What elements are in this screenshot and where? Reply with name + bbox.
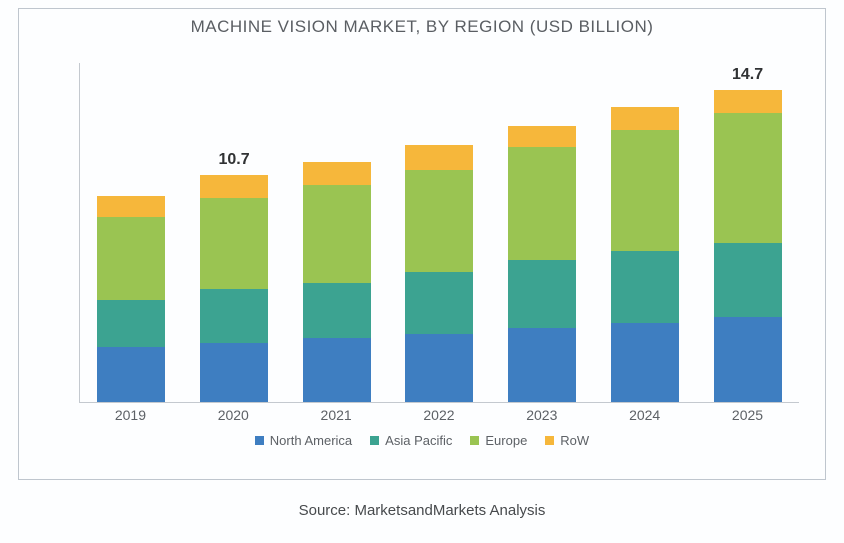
x-axis-label: 2019 — [96, 407, 164, 423]
bar-stack — [303, 162, 371, 402]
legend-item: Asia Pacific — [370, 433, 452, 448]
legend-swatch — [255, 436, 264, 445]
bar-segment — [611, 130, 679, 251]
x-axis-label: 2023 — [508, 407, 576, 423]
bar-segment — [303, 283, 371, 338]
x-axis-label: 2021 — [302, 407, 370, 423]
legend-label: RoW — [560, 433, 589, 448]
bar-column — [303, 63, 371, 402]
bars-row: 10.7 14.7 — [80, 63, 799, 402]
legend-swatch — [370, 436, 379, 445]
bar-stack — [97, 196, 165, 402]
bar-column — [405, 63, 473, 402]
bar-stack — [200, 175, 268, 402]
bar-segment — [303, 185, 371, 283]
bar-stack — [405, 145, 473, 402]
bar-segment — [714, 90, 782, 113]
legend-item: RoW — [545, 433, 589, 448]
bar-segment — [508, 147, 576, 260]
bar-segment — [97, 196, 165, 217]
bar-segment — [508, 328, 576, 402]
bar-segment — [200, 343, 268, 403]
legend-label: North America — [270, 433, 352, 448]
bar-column — [611, 63, 679, 402]
bar-total-label: 10.7 — [218, 151, 249, 169]
bar-segment — [405, 334, 473, 402]
bar-segment — [200, 198, 268, 289]
bar-stack — [714, 90, 782, 402]
bar-total-label: 14.7 — [732, 66, 763, 84]
bar-segment — [200, 289, 268, 342]
bar-segment — [611, 107, 679, 130]
legend-item: Europe — [470, 433, 527, 448]
bar-segment — [97, 347, 165, 402]
legend-swatch — [470, 436, 479, 445]
x-axis-label: 2025 — [713, 407, 781, 423]
bar-column: 14.7 — [714, 63, 782, 402]
legend-label: Europe — [485, 433, 527, 448]
bar-segment — [97, 217, 165, 300]
bar-column: 10.7 — [200, 63, 268, 402]
bar-segment — [611, 323, 679, 402]
bar-segment — [714, 113, 782, 243]
bar-segment — [714, 317, 782, 402]
bar-segment — [200, 175, 268, 198]
x-axis-labels: 2019 2020 2021 2022 2023 2024 2025 — [79, 407, 799, 423]
bar-segment — [303, 162, 371, 185]
bar-segment — [611, 251, 679, 323]
bar-column — [508, 63, 576, 402]
chart-frame: MACHINE VISION MARKET, BY REGION (USD BI… — [18, 8, 826, 480]
bar-segment — [97, 300, 165, 347]
x-axis-label: 2022 — [405, 407, 473, 423]
bar-segment — [405, 170, 473, 272]
legend-item: North America — [255, 433, 352, 448]
legend-swatch — [545, 436, 554, 445]
bar-segment — [405, 272, 473, 334]
bar-segment — [508, 126, 576, 147]
legend-label: Asia Pacific — [385, 433, 452, 448]
x-axis-label: 2020 — [199, 407, 267, 423]
plot-area: 10.7 14.7 — [79, 63, 799, 403]
bar-stack — [508, 126, 576, 402]
bar-segment — [405, 145, 473, 171]
bar-stack — [611, 107, 679, 402]
bar-column — [97, 63, 165, 402]
bar-segment — [303, 338, 371, 402]
bar-segment — [714, 243, 782, 317]
x-axis-label: 2024 — [611, 407, 679, 423]
bar-segment — [508, 260, 576, 328]
chart-title: MACHINE VISION MARKET, BY REGION (USD BI… — [19, 17, 825, 37]
legend: North America Asia Pacific Europe RoW — [19, 433, 825, 448]
source-line: Source: MarketsandMarkets Analysis — [0, 502, 844, 519]
